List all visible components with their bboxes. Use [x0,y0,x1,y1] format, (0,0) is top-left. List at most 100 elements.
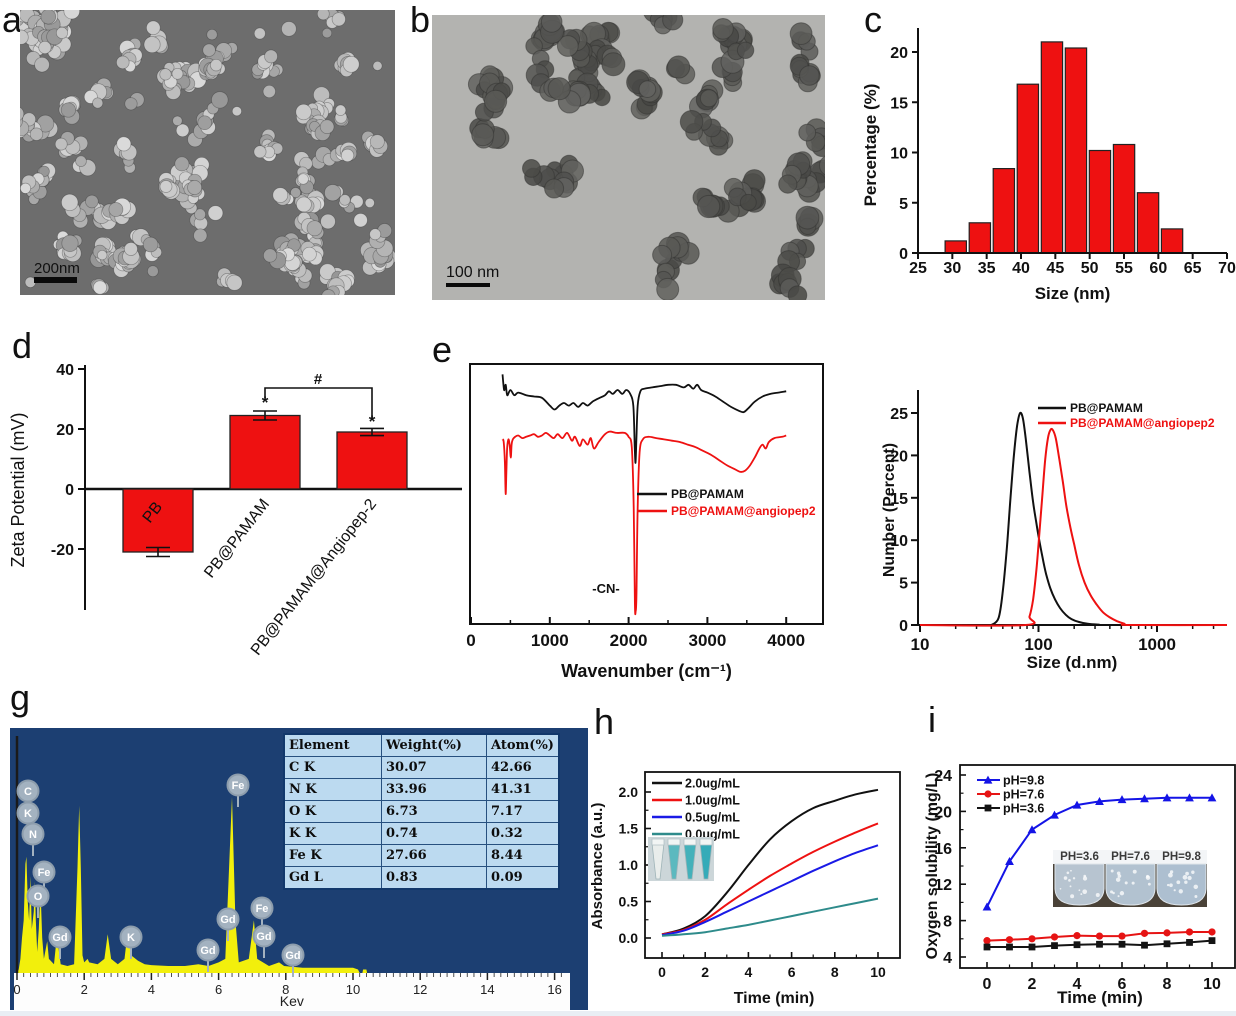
element-peak-label: Fe [226,773,250,807]
eds-table-cell: 0.09 [486,866,560,890]
ftir-spectra-chart: 0 1000 2000 3000 4000 PB@PAMAM PB@PAMAM@angiop… [466,363,824,681]
eds-table-cell: 0.83 [381,866,487,890]
legend-label: 2.0ug/mL [685,777,740,791]
element-peak-label: Gd [196,938,220,972]
histogram-bar [944,240,967,254]
tube-photo-inset [648,837,714,881]
x-tick: 40 [1012,260,1030,277]
x-tick: 14 [480,982,494,997]
panel-a-label: a [2,0,23,40]
x-tick: 100 [1024,635,1052,654]
eds-table-cell: 30.07 [381,756,487,779]
x-tick: 10 [911,635,930,654]
x-tick: 6 [1118,976,1127,993]
x-tick: 45 [1046,260,1064,277]
element-symbol: N [29,829,37,841]
zeta-bar [229,414,301,490]
significance-star: * [369,412,376,431]
significance-hash: # [314,371,323,388]
eds-table-cell: 0.74 [381,822,487,845]
y-axis-title: Absorbance (a.u.) [590,803,606,930]
element-symbol: Gd [285,950,300,962]
eds-table-cell: Gd L [283,866,382,890]
eds-table-cell: 42.66 [486,756,560,779]
element-peak-label: Gd [252,924,276,958]
cn-annotation: -CN- [592,581,619,596]
element-peak-label: Gd [216,907,240,941]
inset-ph-label: PH=9.8 [1162,851,1201,863]
sem-micrograph: 200nm [20,10,395,295]
histogram-bar [1016,83,1040,254]
x-tick: 0 [658,964,666,980]
y-tick: 20 [890,45,908,62]
eds-spectrum-panel: 0 2 4 6 8 10 12 14 16 Kev C K N Fe O Gd K Gd Gd Fe Fe Gd Gd El… [10,728,588,1010]
histogram-bar [1160,228,1184,254]
sem-particles [20,10,395,295]
y-tick: 1.5 [619,821,639,837]
histogram-bar [1064,47,1088,254]
y-axis-title: Oxygen solubility (mg/L) [924,773,941,960]
x-tick: 0 [13,982,20,997]
legend-label: PB@PAMAM@angiopep2 [671,504,816,518]
scale-bar-label: 100 nm [446,264,499,281]
x-axis-title: Time (min) [734,990,815,1007]
vial-photo-inset: PH=3.6 PH=7.6 PH=9.8 [1053,850,1207,907]
element-symbol: K [24,808,32,820]
solubility-series [983,928,1216,945]
histogram-bar [968,222,992,254]
x-tick: 50 [1081,260,1099,277]
ftir-curve [501,374,787,464]
legend-label: PB@PAMAM@angiopep2 [1070,416,1215,430]
y-tick: 0.0 [619,930,639,946]
element-symbol: Gd [52,932,67,944]
x-tick: 2 [81,982,88,997]
y-tick: 24 [934,768,952,785]
y-tick: 20 [56,422,74,439]
solubility-series [982,793,1217,911]
y-tick: 0 [65,482,74,499]
eds-table-header: Weight(%) [381,733,487,757]
legend-label: pH=9.8 [1003,774,1044,788]
eds-table-cell: 8.44 [486,844,560,867]
eds-table-cell: 33.96 [381,778,487,801]
dls-curve [990,411,1228,627]
solubility-series [983,937,1216,951]
absorbance-curve [661,897,879,937]
panel-b-label: b [410,0,431,40]
eds-table-cell: 27.66 [381,844,487,867]
x-tick: 55 [1115,260,1133,277]
x-tick: 2 [701,964,709,980]
x-tick: 70 [1218,260,1236,277]
histogram-bar [1112,143,1136,254]
panel-i-label: i [928,699,936,740]
panel-d-label: d [12,325,33,366]
y-tick: 8 [943,914,952,931]
element-symbol: K [127,932,135,944]
y-tick: 0 [899,618,908,635]
x-tick: 35 [978,260,996,277]
x-tick: 0 [466,631,475,650]
x-tick: 8 [1163,976,1172,993]
y-tick: 12 [934,877,952,894]
panel-c-label: c [864,0,882,40]
zeta-bar [336,431,408,490]
x-tick: 4 [1073,976,1082,993]
y-tick: -20 [51,542,74,559]
significance-bracket [264,387,373,420]
eds-table-cell: 0.32 [486,822,560,845]
eds-table-cell: Fe K [283,844,382,867]
scale-bar-label: 200nm [34,260,80,277]
y-tick: 5 [899,196,908,213]
eds-table-cell: 41.31 [486,778,560,801]
scale-bar [34,277,77,283]
x-axis-title: Wavenumber (cm⁻¹) [561,661,732,681]
legend-label: PB@PAMAM [1070,401,1143,415]
eds-table-cell: 7.17 [486,800,560,823]
size-distribution-bar-chart: 25 30 35 40 45 50 55 60 65 70 0 5 10 15 20 Size (nm) Per… [861,28,1236,303]
eds-table-header: Element [283,733,382,757]
significance-star: * [262,393,269,412]
y-tick: 15 [890,491,908,508]
